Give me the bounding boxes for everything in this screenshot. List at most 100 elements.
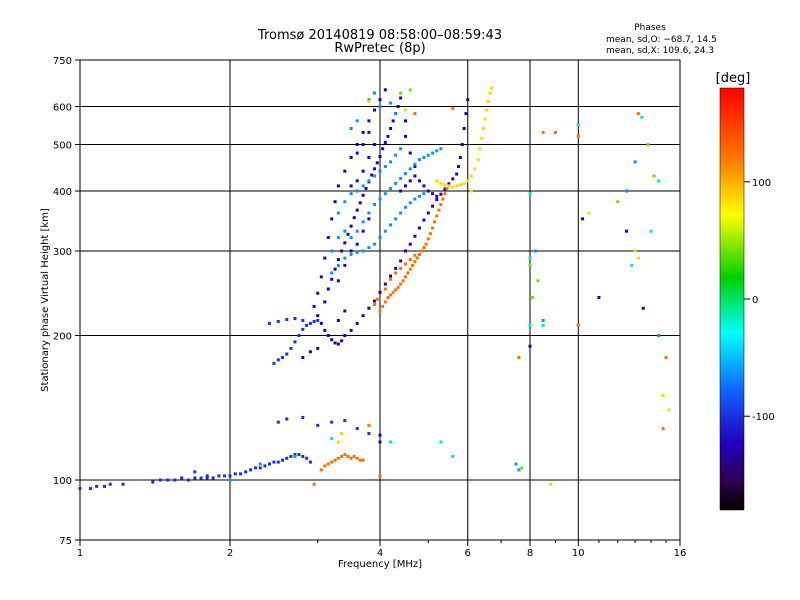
data-point [435,198,439,202]
data-point [276,460,280,464]
data-point [383,140,387,144]
data-point [408,267,412,271]
data-point [422,218,426,222]
data-point [336,263,340,267]
x-tick-label: 4 [377,548,383,559]
data-point [383,192,387,196]
data-point [443,187,447,191]
data-point [326,462,330,466]
data-point [541,318,545,322]
data-point [417,194,421,198]
data-point [301,318,305,322]
data-point [336,456,340,460]
colorbar-tick-label: 0 [752,295,758,306]
data-point [514,462,518,466]
data-point [316,318,320,322]
data-point [657,179,661,183]
data-point [531,296,535,300]
data-point [386,134,390,138]
data-point [460,143,464,147]
data-point [476,158,480,162]
data-point [297,453,301,457]
colorbar-tick-label: -100 [752,412,775,423]
phase-stats-x: mean, sd,X: 109.6, 24.3 [606,46,714,56]
data-point [485,108,489,112]
data-point [249,468,253,472]
data-point [378,474,382,478]
data-point [346,454,350,458]
data-point [417,253,421,257]
data-point [316,423,320,427]
y-axis-ticks: 75 100 200 300 400 500 600 750 [53,56,80,547]
data-point [343,241,347,245]
data-point [272,460,276,464]
data-point [389,277,393,281]
data-point [158,478,162,482]
data-point [403,134,407,138]
data-point [478,147,482,151]
data-point [381,304,385,308]
data-point [422,155,426,159]
data-point [312,482,316,486]
data-point [336,258,340,262]
data-point [413,234,417,238]
data-point [636,112,640,116]
data-point [276,319,280,323]
data-point [276,358,280,362]
data-point [180,476,184,480]
data-point [464,112,468,116]
data-point [239,472,243,476]
data-point [399,266,403,270]
data-point [396,285,400,289]
data-point [431,204,435,208]
data-point [367,306,371,310]
data-point [323,464,327,468]
data-point [285,417,289,421]
data-point [389,186,393,190]
data-point [244,470,248,474]
data-point [301,454,305,458]
data-point [349,155,353,159]
data-point [349,192,353,196]
data-point [389,274,393,278]
chart-subtitle: RwPretec (8p) [334,41,425,56]
data-point [469,174,473,178]
data-point [383,164,387,168]
colorbar-tick-label: 100 [752,178,771,189]
data-point [121,482,125,486]
data-point [285,317,289,321]
data-point [408,88,412,92]
data-point [355,179,359,183]
data-point [490,86,494,90]
data-point [528,323,532,327]
data-point [383,88,387,92]
data-point [301,415,305,419]
data-point [431,192,435,196]
data-point [386,296,390,300]
data-point [443,183,447,187]
data-point [355,242,359,246]
data-point [413,253,417,257]
data-point [576,123,580,127]
data-point [406,271,410,275]
data-point [528,256,532,260]
data-point [378,290,382,294]
data-point [89,487,93,491]
data-point [323,300,327,304]
data-point [301,355,305,359]
data-point [361,458,365,462]
data-point [333,200,337,204]
data-point [581,217,585,221]
data-point [399,147,403,151]
data-point [297,334,301,338]
data-point [462,181,466,185]
data-point [441,197,445,201]
data-point [437,208,441,212]
colorbar-ticks: 100 0 -100 [744,178,775,423]
data-point [401,279,405,283]
data-point [394,112,398,116]
data-point [205,474,209,478]
data-point [439,147,443,151]
data-point [267,462,271,466]
x-tick-label: 10 [572,548,585,559]
